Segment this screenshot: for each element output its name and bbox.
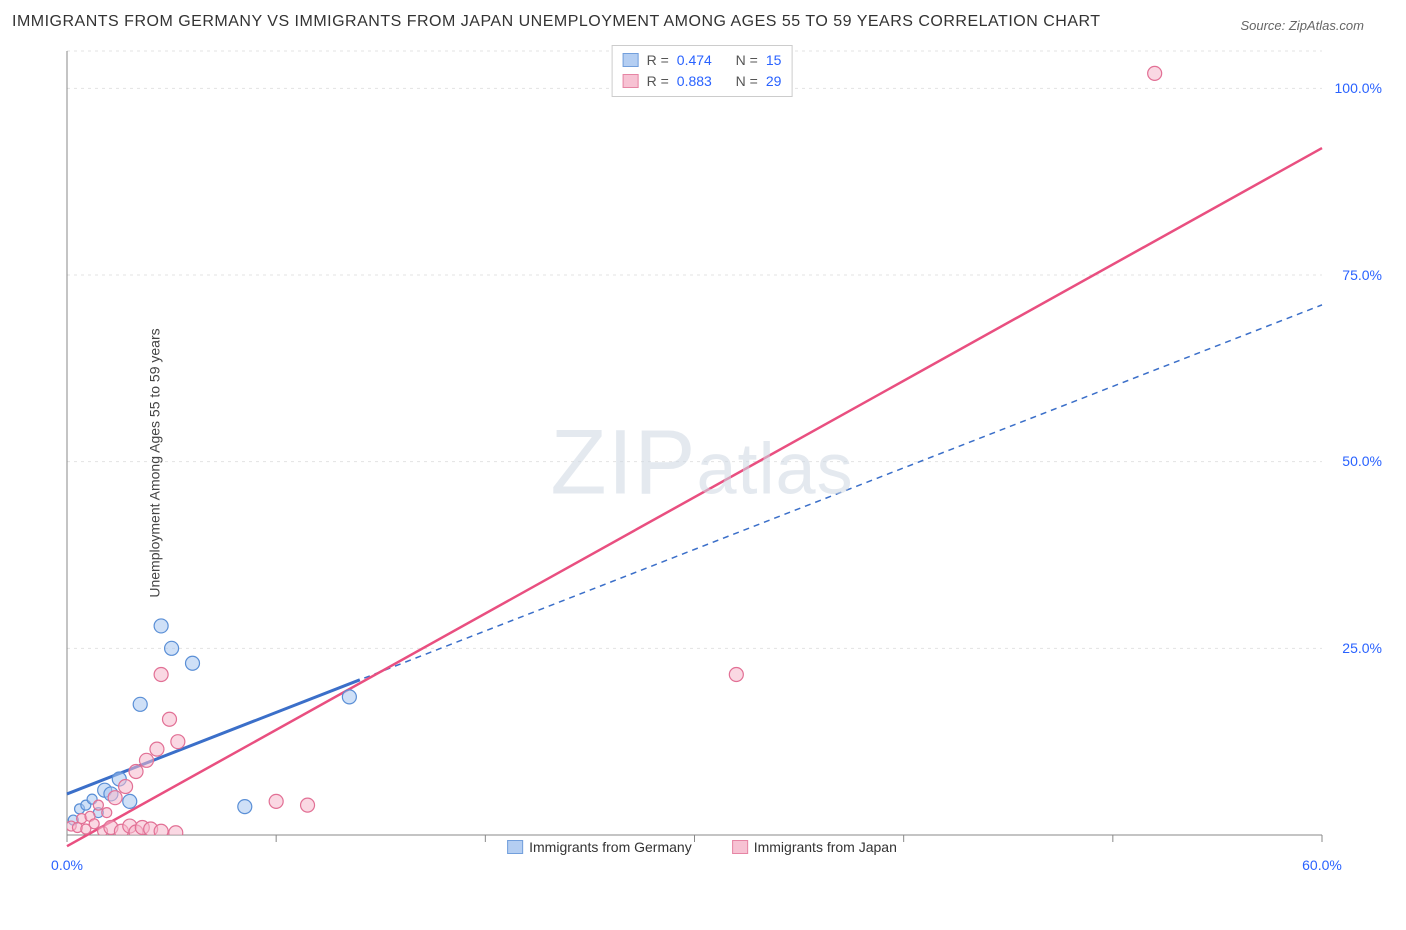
source-prefix: Source: — [1240, 18, 1288, 33]
r-value: 0.474 — [677, 50, 712, 71]
n-value: 15 — [766, 50, 782, 71]
legend-swatch — [623, 53, 639, 67]
legend-stat-row: R = 0.474 N = 15 — [623, 50, 782, 71]
x-tick-label: 60.0% — [1302, 857, 1342, 873]
y-tick-label: 75.0% — [1342, 267, 1382, 283]
legend-series-item: Immigrants from Germany — [507, 839, 692, 855]
legend-swatch — [732, 840, 748, 854]
y-tick-label: 25.0% — [1342, 640, 1382, 656]
chart-title: IMMIGRANTS FROM GERMANY VS IMMIGRANTS FR… — [12, 8, 1101, 37]
legend-stats-box: R = 0.474 N = 15 R = 0.883 N = 29 — [612, 45, 793, 97]
correlation-scatter-chart — [12, 43, 1392, 883]
legend-swatch — [623, 74, 639, 88]
r-label: R = — [647, 50, 669, 71]
source-name: ZipAtlas.com — [1289, 18, 1364, 33]
legend-series-item: Immigrants from Japan — [732, 839, 897, 855]
y-axis-label: Unemployment Among Ages 55 to 59 years — [147, 328, 163, 597]
legend-series-label: Immigrants from Japan — [754, 839, 897, 855]
legend-stat-row: R = 0.883 N = 29 — [623, 71, 782, 92]
chart-container: Unemployment Among Ages 55 to 59 years Z… — [12, 43, 1392, 883]
n-label: N = — [736, 50, 758, 71]
source-attribution: Source: ZipAtlas.com — [1240, 18, 1394, 37]
y-tick-label: 50.0% — [1342, 453, 1382, 469]
x-tick-label: 0.0% — [51, 857, 83, 873]
r-label: R = — [647, 71, 669, 92]
legend-series: Immigrants from Germany Immigrants from J… — [507, 839, 897, 855]
y-tick-label: 100.0% — [1335, 80, 1382, 96]
r-value: 0.883 — [677, 71, 712, 92]
n-value: 29 — [766, 71, 782, 92]
n-label: N = — [736, 71, 758, 92]
legend-series-label: Immigrants from Germany — [529, 839, 692, 855]
legend-swatch — [507, 840, 523, 854]
